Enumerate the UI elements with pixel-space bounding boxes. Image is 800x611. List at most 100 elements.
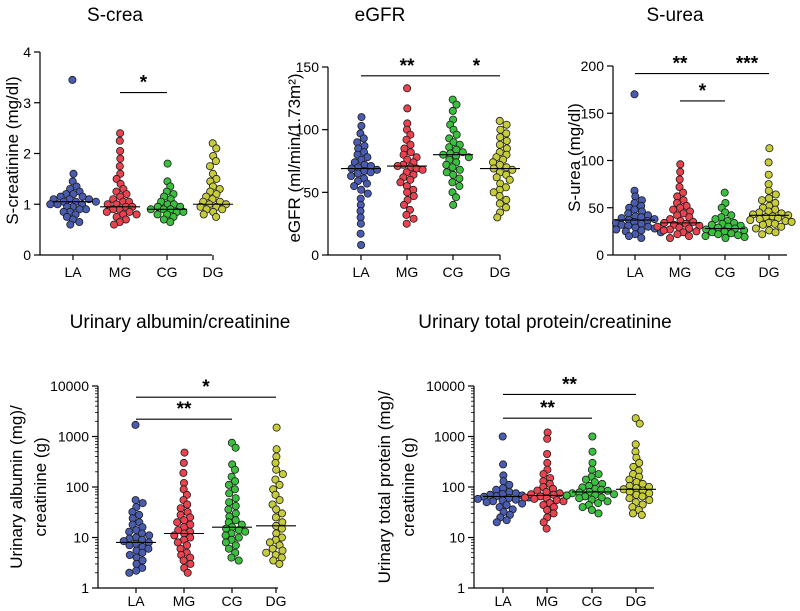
data-point-la [145,531,154,540]
data-point-dg [275,559,284,568]
y-tick-label: 50 [303,184,319,200]
y-tick-label: 100 [581,153,605,169]
data-point-mg [530,494,539,503]
data-point-la [362,179,371,188]
data-point-cg [714,230,723,239]
data-point-dg [495,192,504,201]
data-point-mg [103,200,112,209]
data-point-cg [221,538,230,547]
data-point-mg [676,167,685,176]
data-point-dg [493,213,502,222]
data-point-la [75,217,84,226]
data-point-mg [180,448,189,457]
y-axis-label: Urinary albumin (mg)/ [7,405,26,569]
data-point-mg [679,188,688,197]
x-tick-label-cg: CG [222,593,243,609]
data-point-cg [734,231,743,240]
data-point-mg [403,104,412,113]
data-point-mg [543,449,552,458]
x-tick-label-dg: DG [266,593,287,609]
y-tick-label: 10 [449,530,465,546]
data-point-cg [448,178,457,187]
significance-label: * [140,73,148,94]
data-point-cg [455,165,464,174]
data-point-dg [495,199,504,208]
y-tick-label: 10000 [50,378,89,394]
title-egfr: eGFR [354,5,406,26]
data-point-la [630,90,639,99]
data-point-mg [543,458,552,467]
x-tick-label-mg: MG [396,264,419,280]
data-point-dg [275,480,284,489]
data-point-mg [396,178,405,187]
data-point-cg [714,223,723,232]
data-point-dg [771,228,780,237]
data-point-mg [685,224,694,233]
data-point-dg [269,556,278,565]
data-point-mg [399,200,408,209]
data-point-la [138,499,147,508]
y-tick-label: 150 [581,105,605,121]
data-point-mg [549,509,558,518]
data-point-mg [676,160,685,169]
data-point-cg [231,516,240,525]
data-point-cg [597,493,606,502]
data-point-cg [448,106,457,115]
data-point-cg [452,100,461,109]
data-point-la [499,460,508,469]
data-point-mg [402,210,411,219]
data-point-la [131,420,140,429]
data-point-mg [543,434,552,443]
data-point-dg [635,458,644,467]
data-point-cg [234,533,243,542]
data-point-dg [502,120,511,129]
data-point-dg [758,196,767,205]
title-s-urea: S-urea [646,5,704,26]
data-point-dg [771,190,780,199]
x-tick-label-la: LA [352,264,370,280]
y-tick-label: 0 [311,247,319,263]
data-point-cg [594,470,603,479]
y-axis-label: creatinine (g) [31,437,50,536]
data-point-la [68,75,77,84]
data-point-dg [278,470,287,479]
data-point-la [91,197,100,206]
data-point-dg [268,544,277,553]
y-axis-label: eGFR (ml/min/1.73m²) [285,73,304,242]
data-point-mg [186,559,195,568]
data-point-dg [492,173,501,182]
significance-label: * [699,81,707,102]
data-point-dg [758,220,767,229]
data-point-la [357,240,366,249]
data-point-la [363,189,372,198]
data-point-dg [496,133,505,142]
data-point-la [644,222,653,231]
y-tick-label: 1 [81,580,89,596]
y-tick-label: 10000 [426,378,465,394]
data-point-cg [588,458,597,467]
data-point-la [131,496,140,505]
y-tick-label: 0 [23,247,31,263]
data-point-la [612,225,621,234]
data-point-dg [638,492,647,501]
y-tick-label: 2 [23,146,31,162]
data-point-dg [277,524,286,533]
data-point-cg [701,232,710,241]
x-tick-label-cg: CG [443,264,464,280]
data-point-la [125,527,134,536]
data-point-dg [765,144,774,153]
y-tick-label: 1000 [434,429,465,445]
data-point-cg [448,163,457,172]
x-tick-label-la: LA [64,264,82,280]
data-point-cg [721,233,730,242]
x-tick-label-mg: MG [669,264,692,280]
data-point-dg [765,194,774,203]
data-point-cg [603,486,612,495]
data-point-dg [271,490,280,499]
data-point-mg [132,210,141,219]
data-point-la [85,195,94,204]
data-point-mg [115,162,124,171]
